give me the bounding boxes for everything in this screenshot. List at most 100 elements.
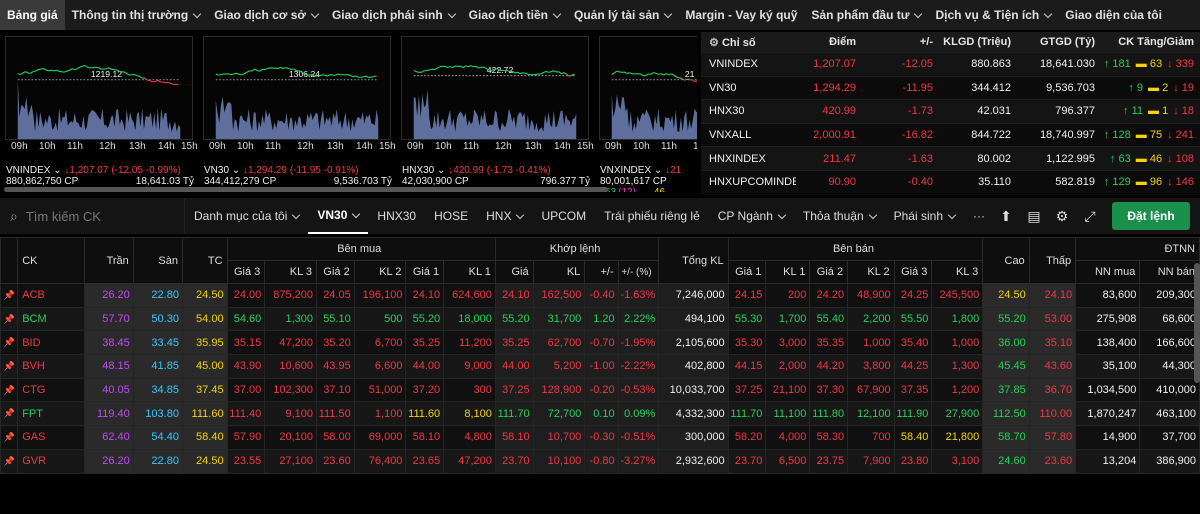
pin-icon[interactable]: 📌 [0, 448, 19, 474]
header-tong-kl[interactable]: Tổng KL [658, 237, 729, 284]
chart-index-change: (-11.95 -0.91%) [289, 165, 359, 176]
high-price: 58.70 [982, 425, 1030, 450]
tab-10[interactable]: ··· [964, 198, 994, 234]
table-row[interactable]: 📌 CTG 40.05 34.85 37.45 37.00 102,300 37.10 51,0… [0, 377, 1200, 403]
table-row[interactable]: 📌 GAS 62.40 54.40 58.40 57.90 20,100 58.00 69,00… [0, 425, 1200, 450]
stock-symbol[interactable]: GAS [17, 425, 85, 450]
header-match-kl[interactable]: KL [532, 260, 586, 284]
mini-chart-vn30[interactable]: 1306.24 09h 10h 11h 12h 13h 14h 15h VN30 ⌄ ↓1,29… [200, 32, 396, 192]
index-gtgd: 582.819 [1055, 176, 1095, 189]
tab-8[interactable]: Thỏa thuận [794, 198, 885, 234]
tab-9[interactable]: Phái sinh [885, 198, 964, 234]
header-tran[interactable]: Trần [83, 237, 134, 284]
stock-symbol[interactable]: GVR [17, 448, 85, 474]
header-buy-kl1[interactable]: KL 1 [443, 260, 496, 284]
table-row[interactable]: 📌 BVH 48.15 41.85 45.00 43.90 10,600 43.95 6,600… [0, 354, 1200, 379]
tab-1[interactable]: VN30 [308, 198, 369, 234]
header-buy-gia3[interactable]: Giá 3 [226, 260, 266, 284]
stock-symbol[interactable]: BVH [17, 354, 85, 379]
pin-icon[interactable]: 📌 [0, 330, 19, 356]
buy-price-1: 24.10 [405, 283, 445, 308]
header-sell-kl1[interactable]: KL 1 [765, 260, 811, 284]
table-row[interactable]: 📌 FPT 119.40 103.80 111.60 111.40 9,100 111.50 1… [0, 401, 1200, 427]
menu-item-1[interactable]: Thông tin thị trường [65, 0, 208, 30]
sort-arrow-icon[interactable]: ⬆ [1000, 207, 1012, 224]
header-match-gia[interactable]: Giá [494, 260, 534, 284]
header-sell-gia1[interactable]: Giá 1 [727, 260, 767, 284]
settings-icon[interactable]: ⚙ [709, 36, 719, 49]
menu-item-9[interactable]: Giao diện của tôi [1058, 0, 1169, 30]
header-match-change-pct[interactable]: +/- (%) [617, 260, 660, 284]
menu-item-0[interactable]: Bảng giá [0, 0, 65, 30]
board-vertical-scrollbar[interactable] [1194, 263, 1200, 383]
menu-item-5[interactable]: Quản lý tài sản [567, 0, 678, 30]
index-down: 146 [1175, 176, 1194, 189]
header-buy-gia1[interactable]: Giá 1 [405, 260, 445, 284]
menu-item-7[interactable]: Sản phẩm đầu tư [804, 0, 928, 30]
mini-chart-hnx30[interactable]: 422.72 09h 10h 11h 12h 13h 14h 15h HNX30 ⌄ ↓420.… [398, 32, 594, 192]
header-buy-kl2[interactable]: KL 2 [353, 260, 407, 284]
pin-icon[interactable]: 📌 [0, 306, 19, 332]
foreign-buy: 83,600 [1075, 283, 1141, 308]
index-row-hnxindex[interactable]: HNXINDEX 211.47 -1.63 80.002 1,122.995 ↑ 63 ▬ … [701, 146, 1200, 170]
menu-item-6[interactable]: Margin - Vay ký quỹ [678, 0, 804, 30]
header-cao[interactable]: Cao [982, 237, 1030, 284]
mini-chart-vnxindex[interactable]: 2109h10h11h12h13h14h15hVNXINDEX ⌄ ↓2180,… [596, 32, 697, 192]
header-ck[interactable]: CK [17, 237, 85, 284]
gear-icon[interactable]: ⚙ [1055, 207, 1069, 224]
header-nn-ban[interactable]: NN bán [1139, 260, 1200, 284]
table-row[interactable]: 📌 ACB 26.20 22.80 24.50 24.00 875,200 24.05 196,… [0, 283, 1200, 308]
excel-export-icon[interactable]: ▤ [1027, 207, 1041, 224]
expand-icon[interactable]: ⤢ [1084, 207, 1096, 224]
index-point: 1,207.07 [813, 58, 856, 71]
header-sell-gia3[interactable]: Giá 3 [893, 260, 933, 284]
menu-item-3[interactable]: Giao dịch phái sinh [325, 0, 462, 30]
tab-7[interactable]: CP Ngành [709, 198, 794, 234]
header-match-change[interactable]: +/- [584, 260, 619, 284]
header-sell-kl3[interactable]: KL 3 [931, 260, 984, 284]
sell-price-1: 111.70 [727, 401, 767, 427]
index-row-hnx30[interactable]: HNX30 420.99 -1.73 42.031 796.377 ↑ 11 ▬ 1 ↓ 18 [701, 99, 1200, 123]
table-row[interactable]: 📌 GVR 26.20 22.80 24.50 23.55 27,100 23.60 76,40… [0, 448, 1200, 474]
header-thap[interactable]: Thấp [1028, 237, 1077, 284]
time-tick: 11h [265, 141, 281, 152]
menu-item-2[interactable]: Giao dịch cơ sở [207, 0, 325, 30]
tab-4[interactable]: HNX [477, 198, 532, 234]
tab-6[interactable]: Trái phiếu riêng lẻ [595, 198, 709, 234]
ceiling-price: 38.45 [83, 330, 134, 356]
search-input[interactable] [25, 208, 176, 224]
mini-chart-vnindex[interactable]: 1219.12 09h 10h 11h 12h 13h 14h 15h VNINDEX ⌄ ↓1… [2, 32, 198, 192]
tab-2[interactable]: HNX30 [368, 198, 425, 234]
tab-0[interactable]: Danh mục của tôi [185, 198, 308, 234]
tab-5[interactable]: UPCOM [532, 198, 595, 234]
stock-symbol[interactable]: ACB [17, 283, 85, 308]
table-row[interactable]: 📌 BCM 57.70 50.30 54.00 54.60 1,300 55.10 500 55.… [0, 306, 1200, 332]
stock-symbol[interactable]: FPT [17, 401, 85, 427]
stock-symbol[interactable]: CTG [17, 377, 85, 403]
pin-icon[interactable]: 📌 [0, 377, 19, 403]
index-row-vn30[interactable]: VN30 1,294.29 -11.95 344.412 9,536.703 ↑ 9 ▬ 2… [701, 75, 1200, 100]
pin-icon[interactable]: 📌 [0, 425, 19, 450]
menu-item-label: Giao dịch phái sinh [331, 8, 443, 22]
place-order-button[interactable]: Đặt lệnh [1112, 202, 1190, 230]
header-nn-mua[interactable]: NN mua [1075, 260, 1141, 284]
table-row[interactable]: 📌 BID 38.45 33.45 35.95 35.15 47,200 35.20 6,700… [0, 330, 1200, 356]
charts-horizontal-scrollbar[interactable] [4, 187, 608, 192]
stock-symbol[interactable]: BCM [17, 306, 85, 332]
header-sell-kl2[interactable]: KL 2 [847, 260, 895, 284]
header-buy-gia2[interactable]: Giá 2 [316, 260, 355, 284]
pin-icon[interactable]: 📌 [0, 283, 19, 308]
pin-icon[interactable]: 📌 [0, 401, 19, 427]
header-tc[interactable]: TC [181, 237, 228, 284]
stock-symbol[interactable]: BID [17, 330, 85, 356]
header-sell-gia2[interactable]: Giá 2 [809, 260, 849, 284]
tab-3[interactable]: HOSE [425, 198, 477, 234]
menu-item-4[interactable]: Giao dịch tiền [462, 0, 567, 30]
header-san[interactable]: Sàn [132, 237, 183, 284]
header-buy-kl3[interactable]: KL 3 [264, 260, 317, 284]
index-row-vnindex[interactable]: VNINDEX 1,207.07 -12.05 880.863 18,641.030 ↑ … [701, 52, 1200, 76]
index-row-vnxall[interactable]: VNXALL 2,000.91 -16.82 844.722 18,740.997 ↑ 1… [701, 122, 1200, 147]
pin-icon[interactable]: 📌 [0, 354, 19, 379]
menu-item-8[interactable]: Dịch vụ & Tiện ích [928, 0, 1058, 30]
